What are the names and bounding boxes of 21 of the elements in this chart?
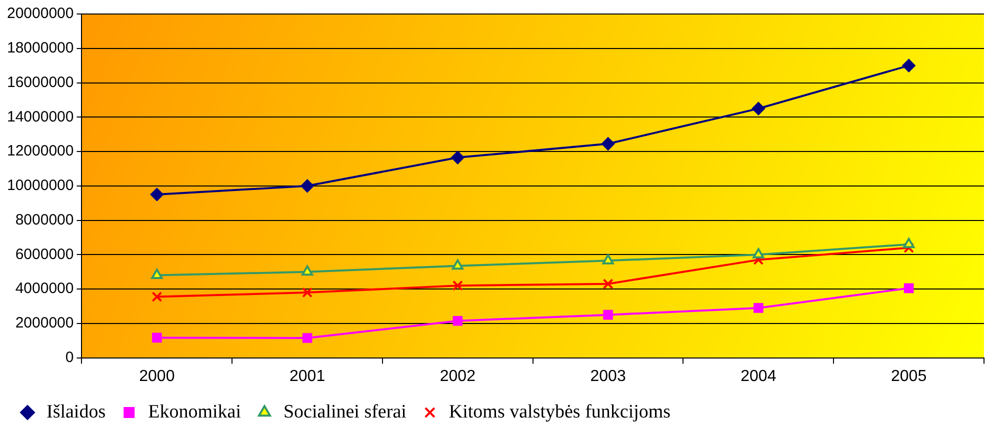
y-tick-label: 18000000 — [6, 40, 74, 57]
legend-label: Socialinei sferai — [283, 401, 406, 422]
x-tick-label: 2005 — [891, 368, 927, 385]
x-tick-label: 2004 — [740, 368, 776, 385]
y-tick-label: 0 — [65, 348, 74, 366]
y-tick-label: 14000000 — [6, 108, 74, 126]
x-tick-label: 2001 — [290, 368, 326, 385]
legend-label: Kitoms valstybės funkcijoms — [448, 401, 671, 422]
legend-label: Ekonomikai — [148, 401, 241, 422]
x-tick-label: 2003 — [590, 368, 626, 385]
y-tick-label: 12000000 — [6, 142, 74, 160]
x-tick-label: 2000 — [139, 368, 175, 385]
y-tick-label: 8000000 — [15, 211, 74, 228]
y-tick-label: 16000000 — [6, 74, 74, 91]
y-tick-label: 10000000 — [6, 177, 74, 194]
legend-label: Išlaidos — [46, 401, 106, 422]
x-tick-label: 2002 — [440, 368, 476, 385]
y-tick-label: 20000000 — [6, 5, 74, 22]
y-tick-label: 6000000 — [15, 246, 74, 263]
y-tick-label: 2000000 — [15, 314, 74, 332]
y-tick-label: 4000000 — [15, 280, 74, 298]
